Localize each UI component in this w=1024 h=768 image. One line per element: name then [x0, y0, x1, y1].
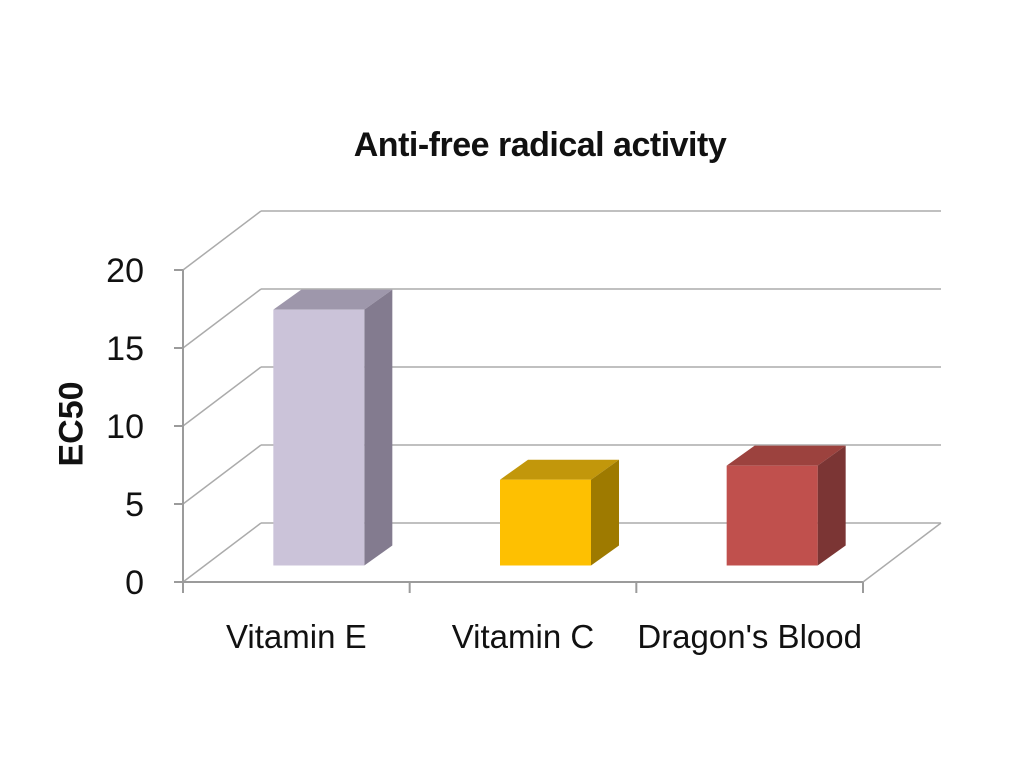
y-tick-label-15: 15 — [106, 330, 144, 368]
y-tick-label-5: 5 — [125, 486, 144, 524]
bar-dragon-s-blood — [726, 465, 818, 566]
y-tick-label-10: 10 — [106, 408, 144, 446]
wall-diagonal-5 — [182, 444, 262, 505]
x-category-label-vitamin-c: Vitamin C — [452, 618, 594, 655]
wall-diagonal-20 — [182, 210, 262, 271]
y-tick-label-20: 20 — [106, 252, 144, 290]
x-category-label-dragon-s-blood: Dragon's Blood — [637, 618, 862, 655]
x-category-label-vitamin-e: Vitamin E — [226, 618, 367, 655]
wall-diagonal-10 — [182, 366, 262, 427]
bar-side-vitamin-e — [364, 289, 393, 566]
bar-top-vitamin-c — [500, 459, 619, 480]
bar-top-dragon-s-blood — [726, 445, 846, 466]
wall-diagonal-15 — [182, 288, 262, 349]
wall-diagonal-0 — [182, 522, 262, 583]
chart-title: Anti-free radical activity — [353, 126, 727, 164]
bar-top-vitamin-e — [273, 289, 393, 310]
bar-vitamin-e — [273, 309, 365, 566]
bar-side-vitamin-c — [591, 459, 619, 566]
floor-right-diagonal — [862, 522, 942, 583]
bar-vitamin-c — [500, 479, 591, 566]
y-tick-label-0: 0 — [125, 564, 144, 602]
bar-side-dragon-s-blood — [817, 445, 846, 566]
